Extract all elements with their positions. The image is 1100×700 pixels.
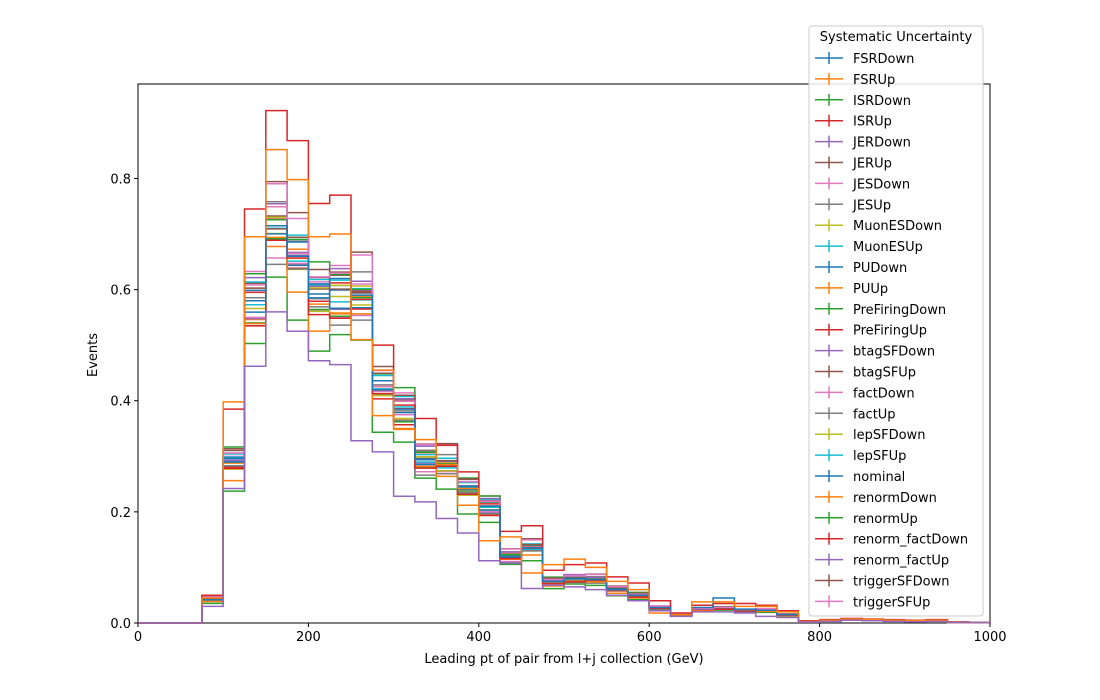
- legend-item-jesdown: JESDown: [815, 177, 910, 192]
- legend-label: triggerSFDown: [853, 575, 949, 590]
- legend-item-renorm-factup: renorm_factUp: [815, 553, 949, 569]
- legend-label: factUp: [853, 407, 896, 422]
- legend-label: nominal: [853, 470, 905, 485]
- legend-item-isrdown: ISRDown: [815, 93, 911, 109]
- x-tick-label: 200: [296, 630, 321, 645]
- x-tick-label: 600: [637, 630, 662, 645]
- legend-item-pudown: PUDown: [815, 261, 907, 276]
- legend-item-renorm-factdown: renorm_factDown: [815, 532, 968, 548]
- legend-label: renormDown: [853, 491, 937, 506]
- legend-item-fsrdown: FSRDown: [815, 52, 914, 67]
- legend-item-prefiringup: PreFiringUp: [815, 323, 927, 339]
- legend-label: MuonESDown: [853, 219, 942, 234]
- legend-label: PUDown: [853, 261, 907, 276]
- legend-item-jerup: JERUp: [815, 156, 892, 172]
- legend-label: lepSFUp: [853, 449, 906, 464]
- series-puup: [138, 148, 991, 624]
- y-tick-label: 0.8: [110, 172, 131, 187]
- legend-item-lepsfdown: lepSFDown: [815, 428, 925, 443]
- legend-label: renorm_factUp: [853, 554, 949, 569]
- legend-item-renormup: renormUp: [815, 511, 918, 527]
- legend-title: Systematic Uncertainty: [820, 30, 973, 45]
- legend-item-triggersfup: triggerSFUp: [815, 595, 930, 610]
- y-tick-label: 0.2: [110, 506, 131, 521]
- legend-item-fsrup: FSRUp: [815, 72, 895, 88]
- legend-item-btagsfup: btagSFUp: [815, 365, 916, 381]
- x-tick-label: 0: [134, 630, 142, 645]
- legend-item-renormdown: renormDown: [815, 490, 937, 506]
- series-btagsfdown: [138, 311, 991, 624]
- plot-frame: [137, 83, 991, 624]
- legend-item-factup: factUp: [815, 407, 896, 422]
- legend-label: renorm_factDown: [853, 533, 968, 548]
- legend-item-muonesup: MuonESUp: [815, 240, 923, 255]
- x-axis-label: Leading pt of pair from l+j collection (…: [424, 652, 703, 667]
- legend-item-isrup: ISRUp: [815, 114, 892, 130]
- x-tick-label: 400: [466, 630, 491, 645]
- legend: Systematic Uncertainty FSRDown FSRUp ISRDo…: [808, 25, 984, 617]
- legend-label: btagSFDown: [853, 345, 935, 360]
- legend-item-jesup: JESUp: [815, 198, 891, 213]
- legend-label: FSRUp: [853, 73, 895, 88]
- legend-label: JESDown: [852, 177, 910, 192]
- legend-label: factDown: [853, 386, 915, 401]
- y-axis-label: Events: [86, 333, 101, 377]
- legend-item-factdown: factDown: [815, 386, 915, 401]
- legend-label: JERDown: [852, 136, 911, 151]
- legend-item-jerdown: JERDown: [815, 135, 911, 151]
- legend-item-lepsfup: lepSFUp: [815, 449, 906, 464]
- legend-label: triggerSFUp: [853, 595, 930, 610]
- legend-label: PUUp: [853, 282, 888, 297]
- legend-label: JERUp: [852, 157, 892, 172]
- series-layer: [138, 109, 991, 624]
- legend-label: PreFiringUp: [853, 324, 927, 339]
- y-axis: 0.0 0.2 0.4 0.6 0.8: [110, 172, 138, 632]
- legend-label: FSRDown: [853, 52, 914, 67]
- y-tick-label: 0.6: [110, 284, 131, 299]
- legend-label: ISRUp: [853, 115, 892, 130]
- y-tick-label: 0.0: [110, 617, 131, 632]
- legend-label: ISRDown: [853, 94, 911, 109]
- x-axis: 0 200 400 600 800 1000: [134, 623, 1007, 645]
- legend-label: lepSFDown: [853, 428, 925, 443]
- legend-item-triggersfdown: triggerSFDown: [815, 574, 949, 590]
- x-tick-label: 1000: [973, 630, 1006, 645]
- legend-label: renormUp: [853, 512, 918, 527]
- y-tick-label: 0.4: [110, 395, 131, 410]
- legend-label: MuonESUp: [853, 240, 923, 255]
- legend-box: [808, 25, 984, 617]
- legend-item-muonesdown: MuonESDown: [815, 219, 942, 234]
- legend-label: btagSFUp: [853, 366, 916, 381]
- legend-item-nominal: nominal: [815, 470, 905, 485]
- legend-label: JESUp: [852, 198, 891, 213]
- x-tick-label: 800: [807, 630, 832, 645]
- legend-item-btagsfdown: btagSFDown: [815, 344, 935, 360]
- plot-area: [137, 83, 991, 624]
- legend-item-prefiringdown: PreFiringDown: [815, 302, 946, 318]
- legend-label: PreFiringDown: [853, 303, 946, 318]
- legend-item-puup: PUUp: [815, 281, 888, 297]
